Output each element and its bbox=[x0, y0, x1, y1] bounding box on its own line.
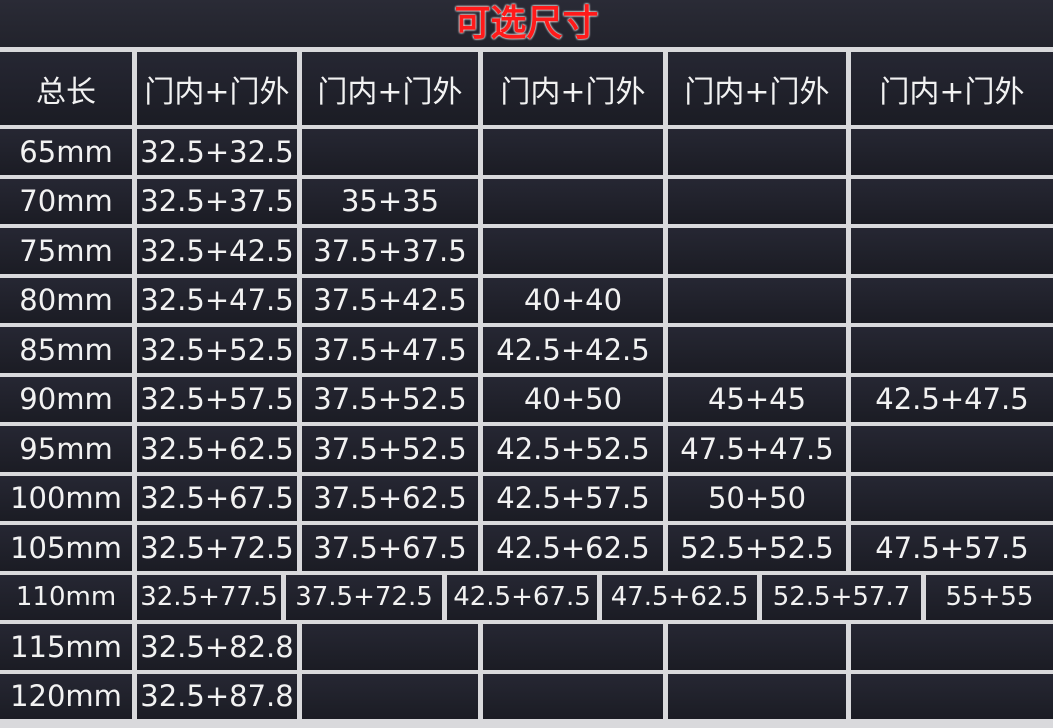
table-row: 120mm 32.5+87.8 bbox=[0, 673, 1053, 719]
table-row: 105mm 32.5+72.5 37.5+67.5 42.5+62.5 52.5+52.… bbox=[0, 525, 1053, 571]
option-cell bbox=[668, 178, 846, 224]
option-cell bbox=[483, 673, 663, 719]
length-cell: 100mm bbox=[0, 475, 132, 521]
option-cell: 32.5+82.8 bbox=[137, 624, 297, 670]
option-cell: 55+55 bbox=[926, 574, 1053, 620]
option-cell: 42.5+52.5 bbox=[483, 426, 663, 472]
option-cell: 50+50 bbox=[668, 475, 846, 521]
length-cell: 70mm bbox=[0, 178, 132, 224]
length-cell: 105mm bbox=[0, 525, 132, 571]
option-cell: 37.5+62.5 bbox=[302, 475, 478, 521]
option-cell: 47.5+47.5 bbox=[668, 426, 846, 472]
option-cell bbox=[851, 228, 1053, 274]
option-cell: 37.5+52.5 bbox=[302, 426, 478, 472]
option-cell bbox=[851, 426, 1053, 472]
option-cell: 32.5+42.5 bbox=[137, 228, 297, 274]
option-cell: 37.5+72.5 bbox=[286, 574, 442, 620]
option-cell bbox=[302, 673, 478, 719]
option-cell: 45+45 bbox=[668, 376, 846, 422]
table-row: 115mm 32.5+82.8 bbox=[0, 624, 1053, 670]
option-cell bbox=[668, 624, 846, 670]
table-row: 65mm 32.5+32.5 bbox=[0, 129, 1053, 175]
table-header-row: 总长 门内+门外 门内+门外 门内+门外 门内+门外 门内+门外 bbox=[0, 52, 1053, 125]
table-row: 100mm 32.5+67.5 37.5+62.5 42.5+57.5 50+50 bbox=[0, 475, 1053, 521]
length-cell: 95mm bbox=[0, 426, 132, 472]
table-row: 70mm 32.5+37.5 35+35 bbox=[0, 178, 1053, 224]
option-cell: 32.5+62.5 bbox=[137, 426, 297, 472]
table-row: 85mm 32.5+52.5 37.5+47.5 42.5+42.5 bbox=[0, 327, 1053, 373]
option-cell bbox=[483, 228, 663, 274]
length-cell: 120mm bbox=[0, 673, 132, 719]
option-cell bbox=[851, 129, 1053, 175]
option-cell bbox=[851, 277, 1053, 323]
table-title: 可选尺寸 bbox=[0, 0, 1053, 47]
option-cell: 37.5+42.5 bbox=[302, 277, 478, 323]
option-cell: 32.5+77.5 bbox=[137, 574, 281, 620]
table-row: 75mm 32.5+42.5 37.5+37.5 bbox=[0, 228, 1053, 274]
table-body: 65mm 32.5+32.5 70mm 32.5+37.5 35+35 75mm 32.5+… bbox=[0, 129, 1053, 719]
length-cell: 75mm bbox=[0, 228, 132, 274]
option-cell: 32.5+87.8 bbox=[137, 673, 297, 719]
option-cell: 37.5+52.5 bbox=[302, 376, 478, 422]
option-cell: 35+35 bbox=[302, 178, 478, 224]
option-cell: 47.5+57.5 bbox=[851, 525, 1053, 571]
header-option: 门内+门外 bbox=[302, 52, 478, 125]
length-cell: 80mm bbox=[0, 277, 132, 323]
option-cell bbox=[851, 327, 1053, 373]
option-cell: 37.5+37.5 bbox=[302, 228, 478, 274]
option-cell bbox=[483, 178, 663, 224]
option-cell: 52.5+52.5 bbox=[668, 525, 846, 571]
option-cell bbox=[851, 475, 1053, 521]
option-cell: 37.5+47.5 bbox=[302, 327, 478, 373]
option-cell bbox=[302, 129, 478, 175]
length-cell: 115mm bbox=[0, 624, 132, 670]
option-cell bbox=[668, 277, 846, 323]
option-cell bbox=[483, 129, 663, 175]
table-row: 90mm 32.5+57.5 37.5+52.5 40+50 45+45 42.5+47.… bbox=[0, 376, 1053, 422]
length-cell: 110mm bbox=[0, 574, 132, 620]
option-cell: 32.5+67.5 bbox=[137, 475, 297, 521]
option-cell: 52.5+57.7 bbox=[762, 574, 921, 620]
option-cell: 32.5+47.5 bbox=[137, 277, 297, 323]
option-cell: 40+50 bbox=[483, 376, 663, 422]
table-row: 80mm 32.5+47.5 37.5+42.5 40+40 bbox=[0, 277, 1053, 323]
option-cell: 42.5+57.5 bbox=[483, 475, 663, 521]
header-option: 门内+门外 bbox=[137, 52, 297, 125]
option-cell: 42.5+47.5 bbox=[851, 376, 1053, 422]
option-cell bbox=[483, 624, 663, 670]
length-cell: 85mm bbox=[0, 327, 132, 373]
option-cell bbox=[851, 624, 1053, 670]
table-row: 110mm 32.5+77.5 37.5+72.5 42.5+67.5 47.5+62.… bbox=[0, 574, 1053, 620]
option-cell: 32.5+52.5 bbox=[137, 327, 297, 373]
option-cell bbox=[851, 673, 1053, 719]
option-cell bbox=[668, 129, 846, 175]
option-cell bbox=[668, 327, 846, 373]
header-total-length: 总长 bbox=[0, 52, 132, 125]
option-cell: 42.5+67.5 bbox=[447, 574, 597, 620]
option-cell: 32.5+32.5 bbox=[137, 129, 297, 175]
option-cell: 32.5+37.5 bbox=[137, 178, 297, 224]
option-cell: 32.5+57.5 bbox=[137, 376, 297, 422]
option-cell: 42.5+62.5 bbox=[483, 525, 663, 571]
table-row: 95mm 32.5+62.5 37.5+52.5 42.5+52.5 47.5+47.5 bbox=[0, 426, 1053, 472]
header-option: 门内+门外 bbox=[483, 52, 663, 125]
option-cell bbox=[668, 228, 846, 274]
option-cell bbox=[668, 673, 846, 719]
option-cell bbox=[302, 624, 478, 670]
option-cell: 37.5+67.5 bbox=[302, 525, 478, 571]
option-cell bbox=[851, 178, 1053, 224]
header-option: 门内+门外 bbox=[668, 52, 846, 125]
option-cell: 42.5+42.5 bbox=[483, 327, 663, 373]
option-cell: 32.5+72.5 bbox=[137, 525, 297, 571]
option-cell: 47.5+62.5 bbox=[602, 574, 757, 620]
length-cell: 90mm bbox=[0, 376, 132, 422]
option-cell: 40+40 bbox=[483, 277, 663, 323]
header-option: 门内+门外 bbox=[851, 52, 1053, 125]
length-cell: 65mm bbox=[0, 129, 132, 175]
